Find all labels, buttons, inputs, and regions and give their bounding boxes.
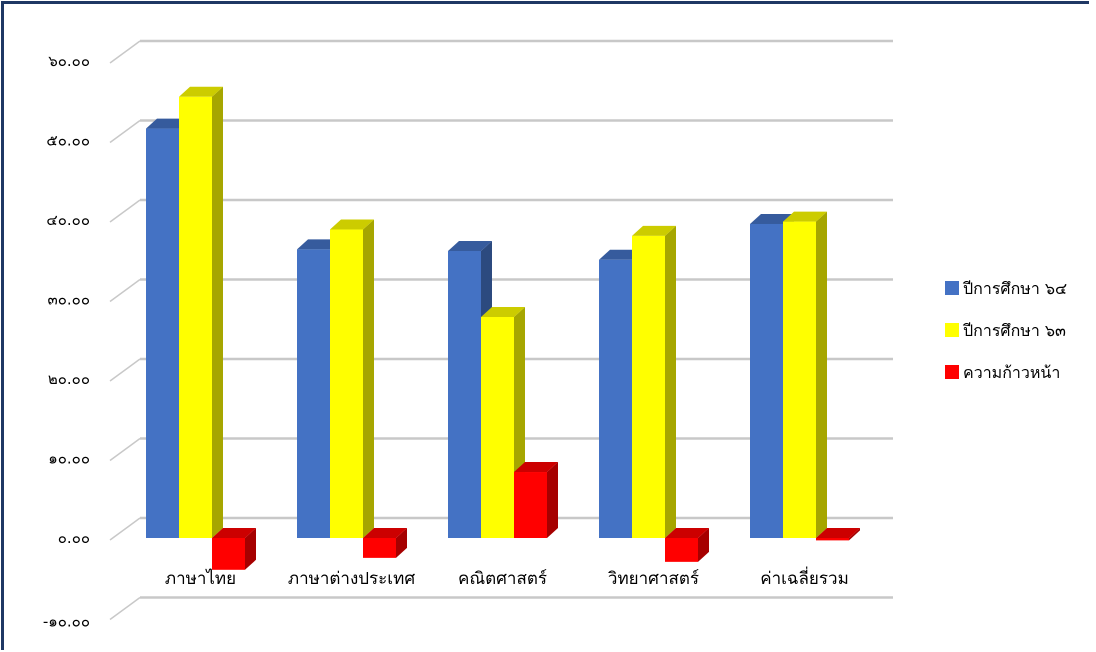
- y-tick-label: ๕๐.๐๐: [46, 132, 90, 150]
- bar: [179, 96, 212, 539]
- gridline-edge: [109, 358, 141, 382]
- y-tick-label: ๓๐.๐๐: [48, 291, 91, 309]
- y-tick-label: ๐.๐๐: [58, 529, 90, 547]
- bar: [816, 538, 849, 541]
- bar-top: [481, 306, 525, 317]
- gridline-edge: [109, 437, 141, 462]
- gridline-edge: [109, 40, 141, 64]
- y-tick-label: ๔๐.๐๐: [46, 211, 90, 229]
- gridline-edge: [109, 278, 141, 303]
- gridline-edge: [109, 199, 141, 223]
- bar-top: [665, 528, 709, 538]
- bar-side: [849, 528, 860, 541]
- bar: [750, 223, 783, 538]
- bar-top: [448, 241, 492, 252]
- gridline-edge: [109, 119, 141, 144]
- bar-side: [212, 86, 223, 539]
- bar-side: [698, 528, 709, 562]
- legend-label: ความก้าวหน้า: [963, 363, 1060, 382]
- bar-top: [514, 462, 558, 473]
- x-category-label: ภาษาต่างประเทศ: [288, 569, 415, 589]
- legend-swatch: [945, 365, 959, 379]
- y-tick-label: ๒๐.๐๐: [48, 370, 90, 388]
- bar-side: [665, 225, 676, 538]
- x-category-label: ภาษาไทย: [165, 568, 236, 589]
- bar-side: [396, 528, 407, 558]
- bar-side: [245, 528, 256, 570]
- legend-swatch: [945, 323, 959, 337]
- x-category-label: ค่าเฉลี่ยรวม: [760, 566, 849, 589]
- x-category-label: วิทยาศาสตร์: [607, 569, 699, 589]
- bar: [363, 538, 396, 558]
- bar: [599, 259, 632, 538]
- bar: [514, 472, 547, 538]
- legend-label: ปีการศึกษา ๖๔: [963, 279, 1068, 298]
- bar: [783, 221, 816, 538]
- bar: [632, 235, 665, 538]
- bar: [297, 249, 330, 539]
- bar: [665, 538, 698, 562]
- y-tick-label: ๖๐.๐๐: [48, 52, 90, 70]
- gridline-edge: [109, 596, 141, 621]
- x-category-label: คณิตศาสตร์: [458, 569, 547, 589]
- bar-side: [547, 462, 558, 538]
- bar: [330, 229, 363, 539]
- bar-top: [632, 225, 676, 236]
- legend-swatch: [945, 281, 959, 295]
- bar-top: [783, 211, 827, 222]
- bar-top: [750, 213, 794, 224]
- bar-top: [330, 219, 374, 230]
- bar: [481, 316, 514, 538]
- legend-label: ปีการศึกษา ๖๓: [963, 321, 1066, 340]
- bar-top: [212, 528, 256, 538]
- bar: [212, 538, 245, 570]
- bar-side: [363, 219, 374, 539]
- y-tick-label: -๑๐.๐๐: [43, 613, 90, 631]
- gridline-edge: [109, 517, 141, 541]
- y-tick-label: ๑๐.๐๐: [48, 450, 90, 468]
- bar-top: [816, 528, 860, 538]
- bar-top: [363, 528, 407, 538]
- bar-side: [816, 211, 827, 538]
- bar: [448, 251, 481, 538]
- bar-top: [179, 86, 223, 97]
- bar: [146, 128, 179, 538]
